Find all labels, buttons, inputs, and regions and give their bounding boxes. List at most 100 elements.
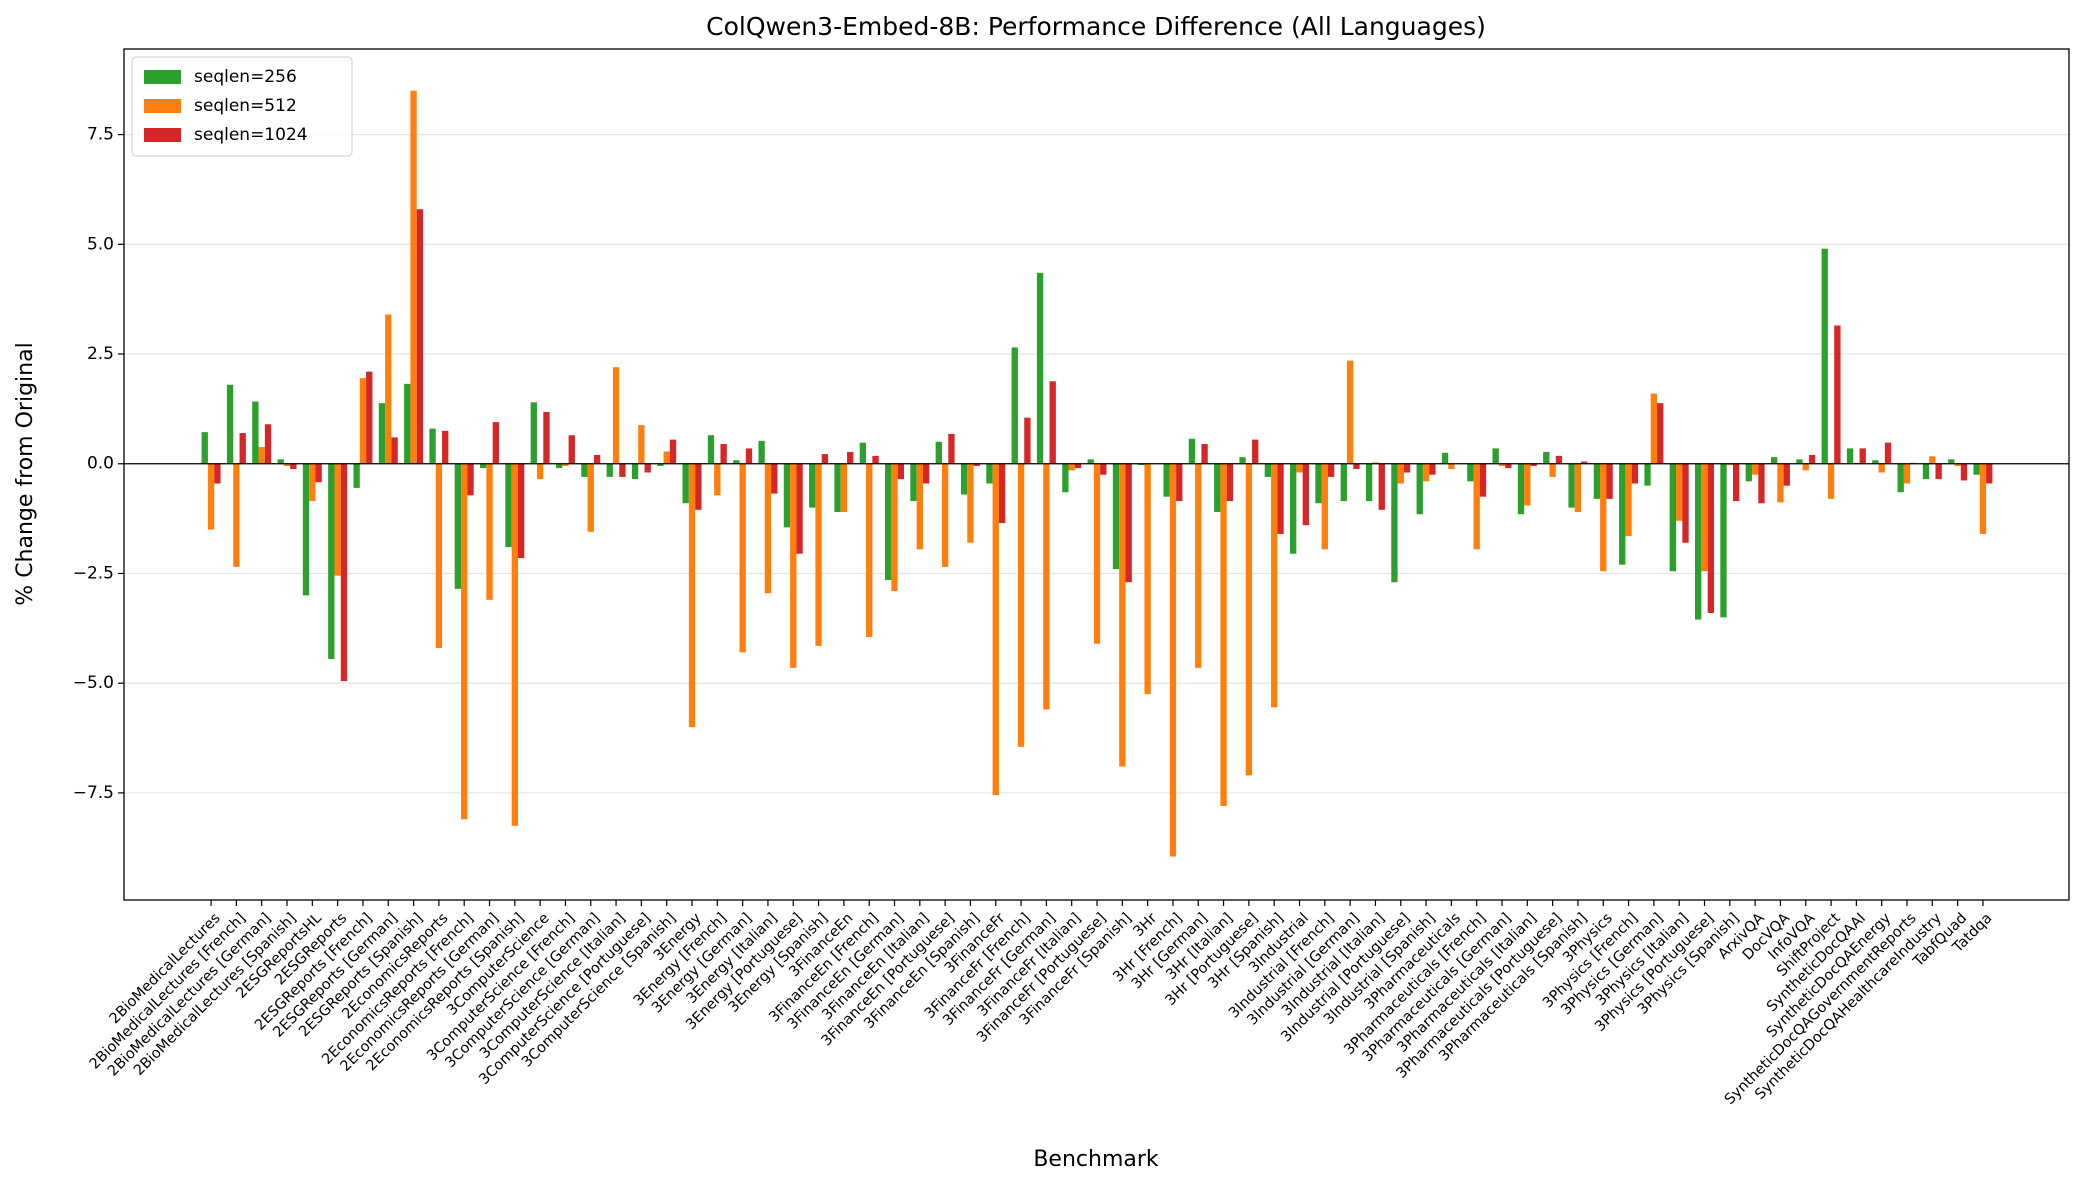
bar	[1979, 463, 1987, 534]
bar	[1498, 463, 1506, 466]
bar	[1986, 463, 1993, 484]
bar	[663, 451, 670, 464]
bar	[1517, 463, 1525, 515]
bar	[315, 463, 322, 483]
bar	[1397, 463, 1404, 484]
bar	[695, 463, 702, 510]
bar	[511, 463, 518, 826]
bar	[264, 424, 272, 464]
bar	[1720, 463, 1727, 618]
bar	[720, 443, 727, 464]
bar	[555, 463, 563, 469]
bar	[1290, 463, 1297, 554]
y-tick-label: 7.5	[87, 125, 114, 145]
bar	[1277, 463, 1284, 534]
bar	[309, 463, 316, 502]
bar	[517, 463, 525, 559]
bar	[847, 451, 854, 464]
bar	[1112, 463, 1120, 570]
bar	[688, 463, 696, 728]
bar	[1353, 463, 1360, 470]
bar	[1574, 463, 1582, 513]
bar	[1100, 463, 1107, 475]
bar	[1144, 463, 1151, 695]
bar	[631, 463, 639, 480]
bar	[1606, 463, 1613, 499]
bar	[1777, 463, 1784, 503]
bar	[745, 448, 753, 464]
bar	[290, 463, 297, 470]
bar	[1327, 463, 1335, 477]
bar	[707, 435, 715, 464]
bar	[1859, 448, 1866, 464]
bar	[252, 401, 259, 464]
bar	[410, 90, 417, 464]
bar	[960, 463, 968, 495]
bar	[1834, 325, 1841, 464]
bar	[1935, 463, 1942, 480]
bar	[492, 422, 500, 464]
bar	[1093, 463, 1101, 644]
bar	[821, 454, 829, 464]
bar	[1403, 463, 1411, 473]
bar	[1808, 454, 1816, 464]
bar	[1669, 463, 1677, 572]
bar	[1543, 451, 1550, 464]
bar	[429, 428, 436, 464]
bar	[1695, 463, 1702, 620]
bar	[1296, 463, 1303, 473]
bar	[1226, 463, 1234, 502]
bar	[1726, 463, 1733, 466]
bar	[1315, 463, 1322, 504]
bar	[1441, 452, 1449, 464]
bar	[840, 463, 848, 513]
bar	[1682, 463, 1689, 543]
bar	[714, 463, 721, 496]
bar	[258, 447, 265, 464]
bar	[1163, 463, 1170, 497]
bar	[1973, 463, 1980, 475]
bar	[1745, 463, 1752, 482]
legend-label: seqlen=512	[194, 96, 297, 116]
legend-swatch	[144, 70, 181, 84]
bar	[1783, 463, 1790, 486]
bar	[891, 463, 898, 592]
bar	[897, 463, 904, 480]
bar	[1036, 272, 1044, 464]
bar	[1239, 457, 1246, 464]
bar	[1846, 448, 1854, 464]
bar	[214, 463, 221, 484]
bar	[353, 463, 360, 488]
bar	[733, 460, 740, 464]
bar	[1074, 463, 1082, 469]
bar	[1252, 439, 1259, 464]
bar	[606, 463, 613, 477]
bar	[587, 463, 594, 532]
bar	[1948, 459, 1955, 464]
bar	[505, 463, 512, 548]
bar	[682, 463, 689, 504]
bar	[378, 403, 386, 464]
bar	[644, 463, 651, 473]
bar	[1391, 463, 1398, 583]
legend-label: seqlen=1024	[194, 125, 308, 145]
bar	[442, 430, 449, 464]
bar	[1676, 463, 1683, 521]
bar	[1530, 463, 1537, 466]
bar	[1758, 463, 1765, 504]
bar	[1701, 463, 1708, 572]
bar	[948, 433, 955, 464]
bar	[226, 384, 234, 464]
bar	[1017, 463, 1025, 747]
bar	[619, 463, 626, 477]
bar	[612, 367, 620, 464]
bar	[277, 459, 284, 464]
bar	[1416, 463, 1423, 515]
legend-swatch	[144, 99, 181, 113]
bar	[1821, 248, 1828, 464]
bar	[1119, 463, 1126, 767]
y-tick-label: −7.5	[73, 783, 114, 803]
bar	[385, 314, 392, 464]
bar	[1321, 463, 1328, 550]
bar	[1220, 463, 1227, 807]
